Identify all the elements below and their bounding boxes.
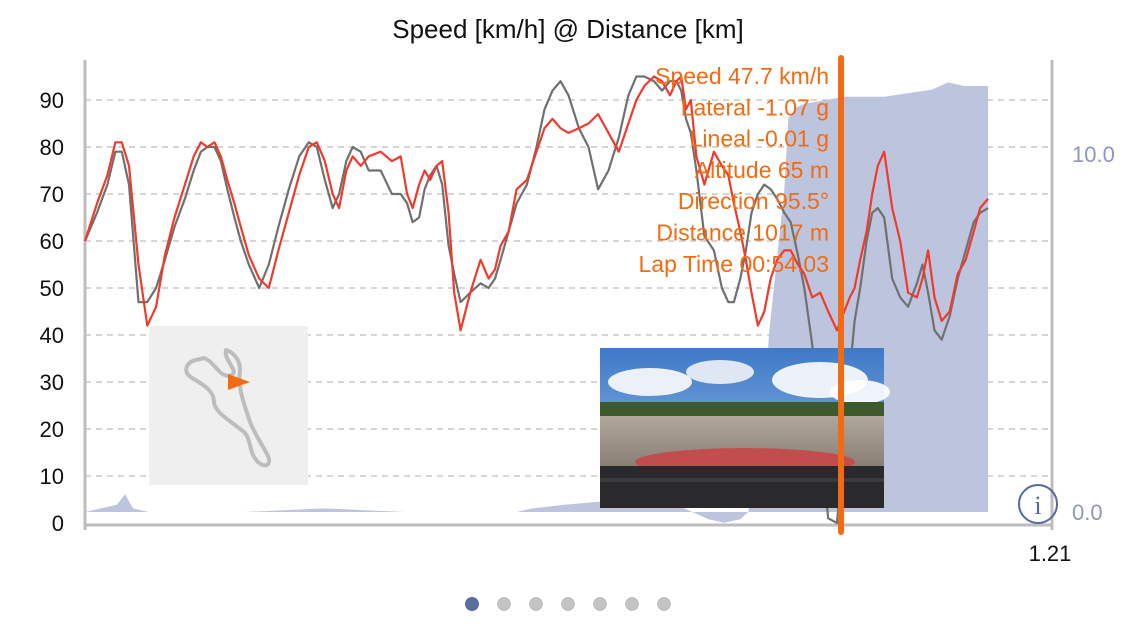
info-button[interactable]: i	[1018, 484, 1058, 524]
x-tick-label: 1.21	[1029, 541, 1072, 566]
cursor-readout: Altitude 65 m	[695, 157, 829, 183]
y-tick-label: 60	[40, 229, 64, 254]
cursor-readout: Distance 1017 m	[656, 220, 829, 246]
cursor-readout: Lap Time 00:54.03	[638, 251, 829, 277]
y-tick-label: 90	[40, 88, 64, 113]
cursor-readout: Speed 47.7 km/h	[655, 63, 829, 89]
y-tick-label: 40	[40, 323, 64, 348]
track-path	[184, 348, 271, 468]
y2-tick-label: 0.0	[1072, 500, 1103, 525]
series-line-current	[83, 75, 989, 332]
track-map[interactable]	[149, 326, 308, 485]
page-indicator[interactable]	[0, 597, 1136, 611]
cursor-readout: Lineal -0.01 g	[690, 126, 829, 152]
video-thumbnail[interactable]	[600, 348, 890, 508]
chart-title: Speed [km/h] @ Distance [km]	[392, 14, 744, 44]
y-tick-label: 80	[40, 135, 64, 160]
page-dot[interactable]	[497, 597, 511, 611]
y-tick-label: 10	[40, 464, 64, 489]
y-tick-label: 70	[40, 182, 64, 207]
cursor-readout: Lateral -1.07 g	[681, 94, 829, 120]
y-tick-label: 20	[40, 417, 64, 442]
position-marker-icon	[228, 374, 250, 390]
y-tick-label: 30	[40, 370, 64, 395]
page-dot[interactable]	[529, 597, 543, 611]
page-dot[interactable]	[625, 597, 639, 611]
page-dot[interactable]	[465, 597, 479, 611]
cursor-readout: Direction 95.5°	[678, 188, 829, 214]
y-tick-label: 0	[52, 511, 64, 536]
page-dot[interactable]	[593, 597, 607, 611]
altitude-area	[85, 82, 989, 523]
y2-tick-label: 10.0	[1072, 142, 1115, 167]
info-icon: i	[1034, 491, 1041, 520]
page-dot[interactable]	[561, 597, 575, 611]
page-dot[interactable]	[657, 597, 671, 611]
y-tick-label: 50	[40, 276, 64, 301]
